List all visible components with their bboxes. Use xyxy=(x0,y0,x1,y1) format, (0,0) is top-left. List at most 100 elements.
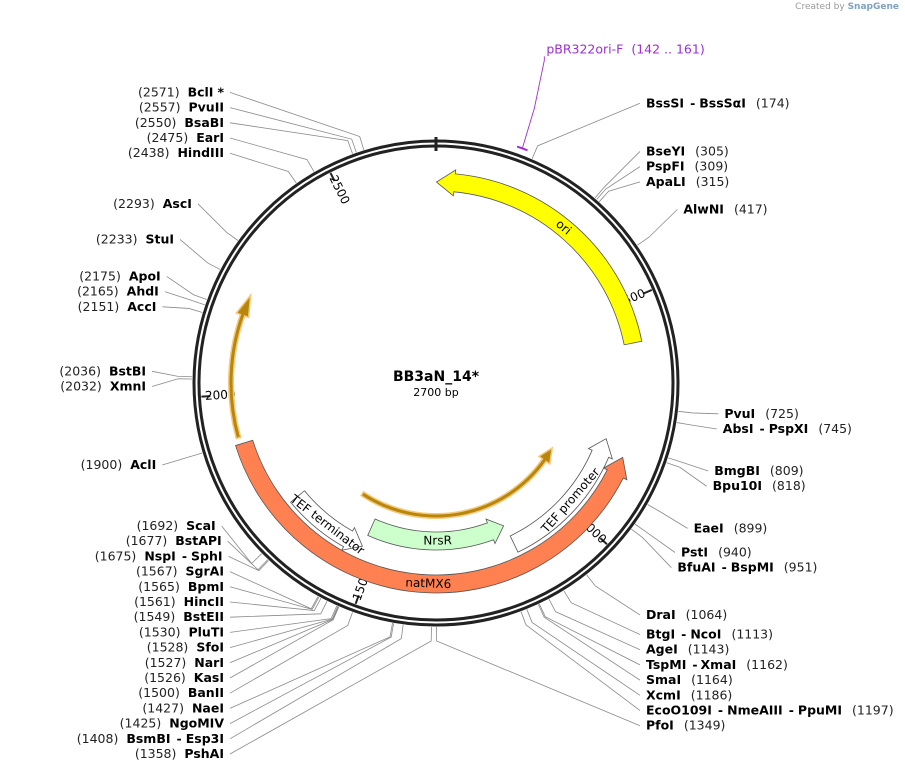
site-bpu10i[interactable]: Bpu10I (818) xyxy=(713,478,806,493)
site-pos: (1408) xyxy=(77,731,119,746)
site-btgi[interactable]: BtgI - NcoI (1113) xyxy=(646,627,773,642)
site-name: BtgI xyxy=(646,627,675,642)
site-separator: - xyxy=(718,703,723,718)
site-separator: - xyxy=(759,421,764,436)
site-hincii[interactable]: (1561) HincII xyxy=(134,594,224,609)
site-pos: (1500) xyxy=(138,685,180,700)
site-leader xyxy=(668,457,709,472)
primer-label[interactable]: pBR322ori-F (142 .. 161) xyxy=(546,41,704,56)
site-alwni[interactable]: AlwNI (417) xyxy=(683,202,767,217)
site-sfoi[interactable]: (1528) SfoI xyxy=(147,640,224,655)
feature-label-nrsr: NrsR xyxy=(423,533,452,547)
site-bfuai[interactable]: BfuAI - BspMI (951) xyxy=(677,560,817,575)
site-agei[interactable]: AgeI (1143) xyxy=(646,642,729,657)
site-xcmi[interactable]: XcmI (1186) xyxy=(646,687,732,702)
site-name: EarI xyxy=(196,130,224,145)
site-separator: - xyxy=(681,627,686,642)
site-bstbi[interactable]: (2036) BstBI xyxy=(59,363,146,378)
site-pos: (1064) xyxy=(686,607,728,622)
site-bsmbi[interactable]: (1408) BsmBI - Esp3I xyxy=(77,731,224,746)
credit-prefix: Created by xyxy=(795,2,845,12)
site-pos: (1527) xyxy=(145,655,187,670)
site-pos: (1567) xyxy=(136,564,178,579)
ruler-tick xyxy=(599,537,608,545)
feature-tef-promoter[interactable] xyxy=(509,438,613,553)
site-drai[interactable]: DraI (1064) xyxy=(646,607,727,622)
site-pos: (1358) xyxy=(135,746,177,761)
site-name: SmaI xyxy=(646,672,681,687)
site-bsssi[interactable]: BssSI - BssSαI (174) xyxy=(646,95,790,110)
site-ecoo109i[interactable]: EcoO109I - NmeAIII - PpuMI (1197) xyxy=(646,703,894,718)
site-scai[interactable]: (1692) ScaI xyxy=(137,518,216,533)
site-leader xyxy=(647,504,688,529)
site-tspmi[interactable]: TspMI - XmaI (1162) xyxy=(646,657,788,672)
site-stui[interactable]: (2233) StuI xyxy=(96,231,174,246)
site-name2: BssSαI xyxy=(699,95,746,110)
site-absi[interactable]: AbsI - PspXI (745) xyxy=(723,421,852,436)
site-pos: (1425) xyxy=(120,716,162,731)
feature-natmx6[interactable] xyxy=(235,439,628,594)
site-banii[interactable]: (1500) BanII xyxy=(138,685,224,700)
feature-ori[interactable] xyxy=(435,169,643,346)
site-apali[interactable]: ApaLI (315) xyxy=(646,174,729,189)
site-sgrai[interactable]: (1567) SgrAI xyxy=(136,564,224,579)
site-pos: (417) xyxy=(734,202,768,217)
site-leader xyxy=(229,601,328,618)
site-bsabi[interactable]: (2550) BsaBI xyxy=(135,115,224,130)
site-leader xyxy=(229,612,353,694)
site-name: BseYI xyxy=(646,143,685,158)
site-pvui[interactable]: PvuI (725) xyxy=(724,406,798,421)
site-name: BfuAI xyxy=(677,560,715,575)
site-bsteii[interactable]: (1549) BstEII xyxy=(134,609,224,624)
site-bcli[interactable]: (2571) BclI * xyxy=(138,84,224,99)
site-labels: BssSI - BssSαI (174) BseYI (305)PspFI (309)Apa… xyxy=(59,84,893,761)
site-acli[interactable]: (1900) AclI xyxy=(81,457,157,472)
ruler-tick xyxy=(354,595,360,605)
site-pos: (1549) xyxy=(134,609,176,624)
site-acci[interactable]: (2151) AccI xyxy=(78,299,157,314)
feature-nrsr[interactable] xyxy=(367,518,505,551)
site-kasi[interactable]: (1526) KasI xyxy=(144,670,224,685)
site-apoi[interactable]: (2175) ApoI xyxy=(79,268,160,283)
site-pluti[interactable]: (1530) PluTI xyxy=(139,624,224,639)
site-pos: (2151) xyxy=(78,299,120,314)
site-nari[interactable]: (1527) NarI xyxy=(145,655,224,670)
site-bpmi[interactable]: (1565) BpmI xyxy=(138,579,224,594)
site-leader xyxy=(634,523,676,553)
site-leader xyxy=(229,606,339,664)
site-hindiii[interactable]: (2438) HindIII xyxy=(128,145,224,160)
site-leader xyxy=(152,370,193,378)
site-eari[interactable]: (2475) EarI xyxy=(147,130,224,145)
amplicon-arrow xyxy=(228,292,252,440)
site-xmni[interactable]: (2032) XmnI xyxy=(60,379,146,394)
site-nspi[interactable]: (1675) NspI - SphI xyxy=(95,548,223,563)
site-pvuii[interactable]: (2557) PvuII xyxy=(139,100,224,115)
site-ngomiv[interactable]: (1425) NgoMIV xyxy=(120,716,225,731)
site-psti[interactable]: PstI (940) xyxy=(681,544,752,559)
site-name: ApoI xyxy=(129,268,161,283)
site-eaei[interactable]: EaeI (899) xyxy=(694,520,768,535)
site-pos: (1162) xyxy=(746,657,788,672)
site-ahdi[interactable]: (2165) AhdI xyxy=(77,284,159,299)
site-naei[interactable]: (1427) NaeI xyxy=(142,700,224,715)
site-leader xyxy=(637,209,678,246)
site-pos: (899) xyxy=(734,520,768,535)
site-leader xyxy=(596,166,641,200)
site-smai[interactable]: SmaI (1164) xyxy=(646,672,733,687)
site-name: BsmBI xyxy=(126,731,170,746)
site-name: AbsI xyxy=(723,421,754,436)
site-pshai[interactable]: (1358) PshAI xyxy=(135,746,224,761)
site-bstapi[interactable]: (1677) BstAPI xyxy=(126,533,222,548)
site-separator: - xyxy=(177,731,182,746)
site-pspfi[interactable]: PspFI (309) xyxy=(646,159,728,174)
site-bmgbi[interactable]: BmgBI (809) xyxy=(714,463,803,478)
site-name2: XmaI xyxy=(701,657,737,672)
site-bseyi[interactable]: BseYI (305) xyxy=(646,143,729,158)
site-pos: (2475) xyxy=(147,130,189,145)
site-leader xyxy=(229,152,297,184)
ruler-tick xyxy=(329,172,336,182)
site-asci[interactable]: (2293) AscI xyxy=(113,196,192,211)
site-pfoi[interactable]: PfoI (1349) xyxy=(646,718,725,733)
feature-tef-terminator[interactable] xyxy=(290,490,363,551)
